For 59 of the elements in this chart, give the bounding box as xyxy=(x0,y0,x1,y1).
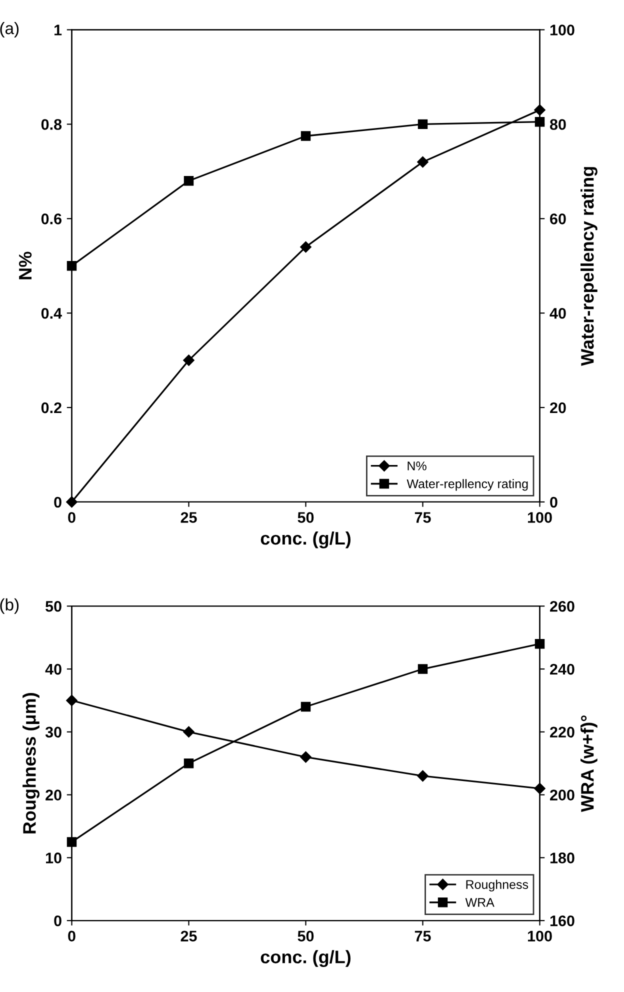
x-tick-label: 75 xyxy=(414,930,431,942)
x-tick-label: 0 xyxy=(68,512,76,523)
y-tick-label: 50 xyxy=(46,600,62,612)
point xyxy=(418,664,428,674)
legend-label: Water-repllency rating xyxy=(406,479,528,491)
x-tick-label: 25 xyxy=(180,930,197,942)
y2-tick-label: 220 xyxy=(550,726,574,738)
point xyxy=(183,726,194,738)
point xyxy=(417,156,428,168)
y-tick-label: 40 xyxy=(45,664,62,675)
text: (b) xyxy=(0,598,19,614)
y2-tick-label: 160 xyxy=(550,915,574,926)
point xyxy=(66,496,78,508)
y2-tick-label: 260 xyxy=(550,600,574,612)
y-axis-title: Roughness (μm) xyxy=(22,693,40,834)
y2-axis-title: WRA (w+f)° xyxy=(580,715,598,812)
point xyxy=(300,241,312,253)
legend-label: Roughness xyxy=(466,880,528,892)
y-tick-label: 0 xyxy=(54,496,62,508)
legend-label: WRA xyxy=(465,898,494,907)
y-tick-label: 0.6 xyxy=(41,214,62,224)
y2-tick-label: 40 xyxy=(550,308,566,319)
y-tick-label: 20 xyxy=(46,790,62,800)
y-tick-label: 0.2 xyxy=(41,402,62,414)
x-tick-label: 100 xyxy=(528,930,552,942)
y-tick-label: 0 xyxy=(54,915,62,926)
y2-tick-label: 200 xyxy=(550,790,574,800)
x-tick-label: 75 xyxy=(414,512,431,523)
y-tick-label: 0.4 xyxy=(41,308,62,319)
y2-tick-label: 100 xyxy=(550,24,574,36)
x-tick-label: 50 xyxy=(298,930,314,942)
x-axis-title: conc. (g/L) xyxy=(260,950,351,968)
point xyxy=(300,751,312,763)
legend-label: N% xyxy=(408,462,426,470)
x-tick-label: 25 xyxy=(180,512,197,523)
y-tick-label: 1 xyxy=(54,24,62,36)
point xyxy=(417,770,428,782)
y-tick-label: 30 xyxy=(45,726,62,738)
x-axis-title: conc. (g/L) xyxy=(260,531,351,548)
y2-tick-label: 20 xyxy=(550,402,566,414)
y2-axis-title: Water-repellency rating xyxy=(580,167,598,366)
y2-tick-label: 60 xyxy=(550,214,566,224)
y2-tick-label: 180 xyxy=(550,852,574,864)
point xyxy=(183,354,194,366)
y2-tick-label: 80 xyxy=(550,119,566,130)
point xyxy=(184,176,194,186)
y-tick-label: 0.8 xyxy=(41,119,62,130)
point xyxy=(300,702,311,712)
y-tick-label: 10 xyxy=(46,852,62,864)
point xyxy=(184,758,194,768)
x-tick-label: 100 xyxy=(528,512,552,523)
y2-tick-label: 0 xyxy=(550,496,558,508)
x-tick-label: 0 xyxy=(68,930,76,942)
x-tick-label: 50 xyxy=(298,512,314,523)
point xyxy=(418,119,428,130)
point xyxy=(300,131,311,141)
y-axis-title: N% xyxy=(18,252,32,280)
text: (a) xyxy=(0,22,19,38)
y2-tick-label: 240 xyxy=(550,664,574,675)
